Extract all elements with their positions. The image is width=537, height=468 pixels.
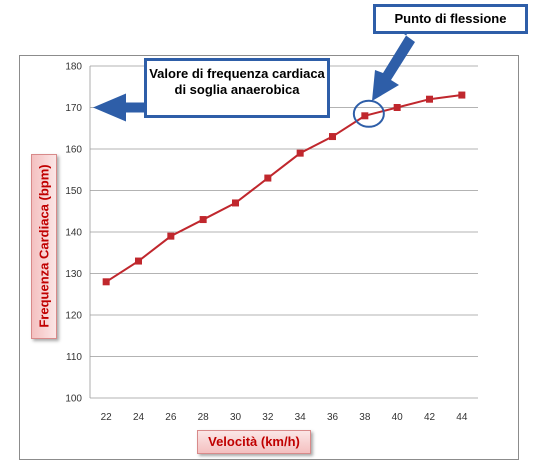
data-point	[135, 257, 142, 265]
data-point	[232, 199, 239, 207]
x-tick-label: 28	[198, 412, 210, 423]
x-axis-ticks: 22 24 26 28 30 32 34 36 38 40 42 44	[101, 412, 468, 423]
threshold-arrow	[93, 93, 160, 122]
x-tick-label: 34	[295, 412, 307, 423]
y-tick-label: 150	[65, 186, 82, 197]
y-axis-label-box	[31, 154, 57, 339]
series-line-path	[105, 94, 462, 283]
x-tick-label: 32	[262, 412, 274, 423]
y-tick-label: 170	[65, 103, 82, 114]
data-point	[167, 232, 175, 240]
y-tick-label: 110	[66, 352, 82, 363]
x-tick-label: 30	[230, 412, 242, 423]
x-tick-label: 22	[101, 412, 113, 423]
x-tick-label: 26	[165, 412, 177, 423]
x-tick-label: 24	[133, 412, 145, 423]
x-tick-label: 40	[392, 412, 404, 423]
series-line	[105, 94, 462, 283]
data-point	[361, 112, 369, 120]
annotation-layer	[93, 34, 415, 128]
flex-point-circle	[352, 99, 385, 128]
x-tick-label: 44	[456, 412, 468, 423]
data-point	[296, 149, 304, 157]
y-tick-label: 120	[65, 311, 82, 322]
y-tick-label: 180	[65, 62, 82, 73]
data-point	[426, 95, 433, 103]
data-point	[264, 174, 272, 182]
x-tick-label: 42	[424, 412, 436, 423]
y-tick-label: 160	[65, 145, 82, 156]
data-point	[393, 104, 401, 111]
data-point	[329, 133, 336, 141]
data-point	[102, 278, 110, 286]
y-tick-label: 130	[65, 269, 82, 280]
series-markers	[102, 91, 466, 286]
y-axis-label: Frequenza Cardiaca (bpm)	[36, 164, 52, 328]
x-tick-label: 38	[359, 412, 371, 423]
y-tick-label: 140	[65, 228, 82, 239]
y-axis-ticks: 100 110 120 130 140 150 160 170 180	[65, 62, 82, 405]
data-point	[199, 216, 207, 224]
data-point	[458, 91, 466, 99]
y-tick-label: 100	[65, 394, 82, 405]
chart-frame	[19, 55, 519, 460]
x-axis-label: Velocità (km/h)	[197, 430, 311, 454]
flex-point-callout: Punto di flessione	[373, 4, 528, 34]
threshold-callout: Valore di frequenza cardiaca di soglia a…	[144, 58, 330, 118]
x-tick-label: 36	[327, 412, 339, 423]
flex-point-arrow	[372, 34, 415, 101]
